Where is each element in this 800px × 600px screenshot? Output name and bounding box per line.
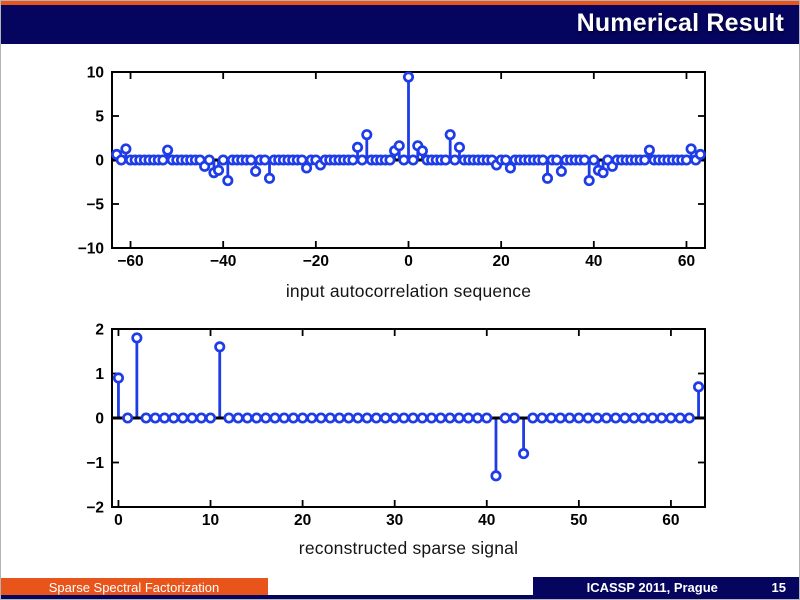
svg-text:0: 0: [114, 512, 123, 529]
svg-text:40: 40: [478, 512, 495, 529]
footer-conference-badge: ICASSP 2011, Prague 15: [533, 577, 800, 597]
svg-text:−1: −1: [86, 455, 104, 472]
svg-text:−2: −2: [86, 500, 104, 517]
svg-text:60: 60: [678, 253, 695, 270]
stem-chart-autocorrelation: −60 −40 −20 0 20 40 60 −10 −5 0 5 10: [78, 65, 706, 270]
svg-text:20: 20: [294, 512, 311, 529]
svg-text:0: 0: [404, 253, 413, 270]
footer-bottom-stripe: [0, 595, 800, 600]
xlabel-sparse-signal: reconstructed sparse signal: [298, 538, 519, 558]
header-bar: Numerical Result: [0, 0, 800, 44]
svg-text:−60: −60: [117, 253, 143, 270]
svg-text:−20: −20: [303, 253, 329, 270]
svg-text:30: 30: [386, 512, 403, 529]
svg-text:40: 40: [585, 253, 602, 270]
svg-text:0: 0: [95, 411, 104, 428]
svg-text:2: 2: [95, 322, 104, 339]
slide-title: Numerical Result: [576, 9, 784, 37]
footer-topic-badge: Sparse Spectral Factorization: [0, 578, 268, 597]
svg-text:10: 10: [87, 65, 104, 82]
svg-text:0: 0: [95, 153, 104, 170]
footer-topic-label: Sparse Spectral Factorization: [48, 580, 220, 595]
svg-text:5: 5: [95, 109, 104, 126]
header-accent-stripe: [0, 0, 800, 5]
xlabel-autocorrelation: input autocorrelation sequence: [285, 281, 532, 301]
svg-text:60: 60: [662, 512, 679, 529]
svg-text:−40: −40: [210, 253, 236, 270]
svg-text:50: 50: [570, 512, 587, 529]
svg-text:10: 10: [202, 512, 219, 529]
svg-text:−5: −5: [86, 197, 104, 214]
page-number: 15: [771, 579, 786, 595]
svg-text:20: 20: [493, 253, 510, 270]
svg-text:1: 1: [95, 366, 104, 383]
svg-text:−10: −10: [78, 241, 104, 258]
footer-conference-label: ICASSP 2011, Prague: [586, 579, 718, 595]
stem-chart-sparse-signal: 0 10 20 30 40 50 60 −2 −1 0 1 2: [86, 322, 706, 529]
